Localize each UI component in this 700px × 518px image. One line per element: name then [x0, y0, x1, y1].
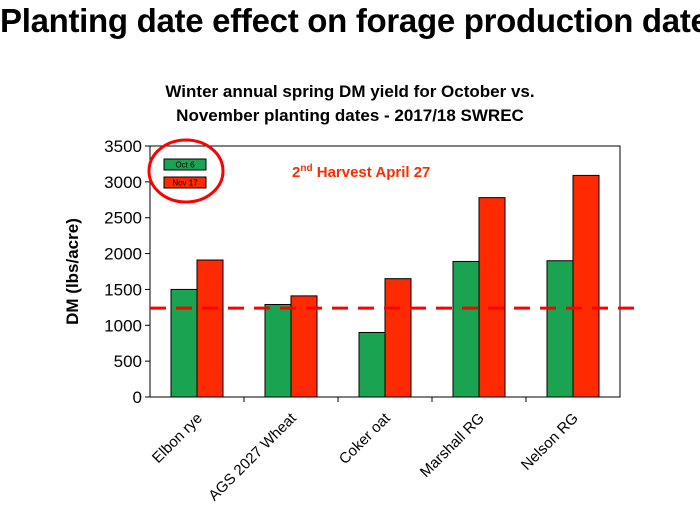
y-tick-label: 0	[133, 388, 142, 407]
bar-oct-1	[170, 288, 198, 398]
legend-highlight-circle	[147, 138, 225, 204]
legend-label-oct: Oct 6	[175, 161, 195, 170]
bar-nov-3	[384, 278, 412, 398]
slide-title: Planting date effect on forage productio…	[0, 2, 700, 39]
harvest-annotation: 2nd Harvest April 27	[292, 163, 430, 181]
y-axis-label: DM (lbs/acre)	[63, 218, 82, 325]
bar-oct-4	[452, 260, 480, 398]
y-tick-label: 2000	[104, 245, 142, 264]
legend-swatch-nov	[163, 176, 207, 189]
y-tick-label: 500	[114, 352, 142, 371]
chart-title-line-1: Winter annual spring DM yield for Octobe…	[165, 82, 535, 101]
category-label: Elbon rye	[149, 410, 206, 467]
bar-nov-1	[196, 259, 224, 398]
legend-label-nov: Nov 17	[172, 179, 198, 188]
chart-title-line-2: November planting dates - 2017/18 SWREC	[176, 106, 524, 125]
y-tick-label: 1000	[104, 316, 142, 335]
y-tick-label: 3500	[104, 137, 142, 156]
y-tick-label: 1500	[104, 280, 142, 299]
bar-nov-4	[478, 197, 506, 398]
category-label: AGS 2027 Wheat	[205, 409, 300, 504]
y-tick-label: 3000	[104, 173, 142, 192]
bar-nov-2	[290, 295, 318, 398]
legend-swatch-oct	[163, 158, 207, 171]
category-label: Nelson RG	[518, 410, 582, 474]
category-label: Coker oat	[336, 409, 395, 468]
bar-oct-2	[264, 303, 292, 398]
category-label: Marshall RG	[417, 410, 488, 481]
bar-oct-5	[546, 260, 574, 398]
y-tick-label: 2500	[104, 209, 142, 228]
chart-title: Winter annual spring DM yield for Octobe…	[100, 80, 600, 128]
bar-oct-3	[358, 331, 386, 398]
bar-nov-5	[572, 174, 600, 398]
